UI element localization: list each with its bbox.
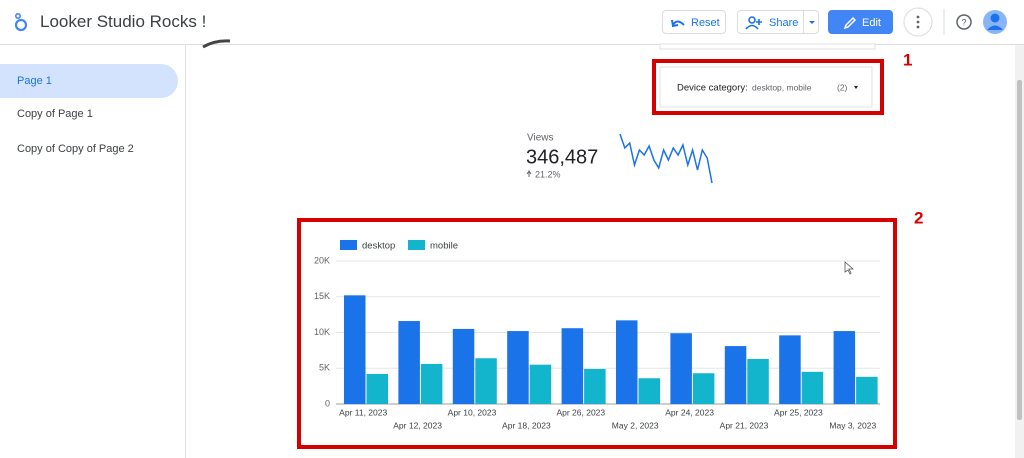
header-icons: ?	[903, 7, 1007, 37]
y-tick-label: 0	[325, 398, 330, 408]
bar	[638, 378, 660, 404]
bar	[724, 346, 747, 404]
x-tick-label: Apr 18, 2023	[502, 420, 551, 430]
x-tick-label: Apr 24, 2023	[665, 407, 714, 417]
annotation-number: 1	[903, 50, 912, 69]
sidebar: Page 1 Copy of Page 1 Copy of Copy of Pa…	[0, 45, 186, 458]
edit-label: Edit	[862, 17, 881, 29]
filter-count: (2)	[837, 82, 848, 92]
change-arrow	[526, 170, 532, 177]
legend-label: desktop	[362, 241, 395, 252]
report-title: Looker Studio Rocks !	[40, 12, 207, 31]
dropdown-edge	[659, 43, 876, 50]
highlight-box	[652, 59, 884, 115]
y-tick-label: 15K	[314, 291, 330, 301]
share-label: Share	[769, 17, 799, 29]
bar	[833, 331, 856, 404]
share-icon	[745, 16, 762, 30]
share-dropdown[interactable]	[803, 11, 820, 33]
y-tick-label: 10K	[314, 327, 330, 337]
cursor	[844, 261, 855, 275]
x-tick-label: Apr 25, 2023	[774, 407, 823, 417]
scorecard-value: 346,487	[526, 146, 598, 168]
caret	[809, 21, 815, 24]
logo	[14, 12, 28, 32]
x-tick-label: Apr 21, 2023	[720, 420, 769, 430]
bar	[420, 363, 443, 404]
scorecard-change: 21.2%	[535, 169, 561, 179]
reset-button[interactable]: Reset	[662, 10, 726, 34]
y-tick-label: 20K	[314, 255, 330, 265]
bar	[475, 358, 497, 404]
legend-swatch	[340, 240, 357, 250]
bar	[529, 364, 552, 404]
filter-caret	[854, 86, 858, 89]
x-tick-label: Apr 11, 2023	[339, 407, 387, 417]
bar	[452, 328, 475, 404]
bar	[366, 373, 388, 404]
annotation-number: 2	[914, 208, 923, 227]
bar	[584, 368, 606, 404]
sparkline	[619, 133, 713, 184]
svg-text:?: ?	[961, 17, 966, 27]
bar	[670, 333, 692, 404]
x-tick-label: May 2, 2023	[612, 420, 659, 430]
bar	[616, 320, 638, 404]
x-tick-label: Apr 12, 2023	[393, 420, 442, 430]
bar	[398, 321, 420, 404]
element-edge	[202, 39, 231, 49]
bar	[561, 328, 584, 404]
more-button[interactable]	[903, 7, 933, 37]
filter-selection: desktop, mobile	[752, 82, 812, 92]
bar	[507, 331, 529, 404]
edit-button[interactable]: Edit	[828, 10, 893, 34]
edit-icon	[843, 16, 857, 30]
bar	[801, 371, 824, 404]
x-tick-label: Apr 26, 2023	[556, 407, 605, 417]
help-button[interactable]	[956, 14, 972, 30]
page-link[interactable]: Page 1	[0, 64, 178, 98]
highlight-box	[297, 218, 897, 449]
page-link[interactable]: Copy of Page 1	[17, 108, 93, 120]
scorecard-label: Views	[527, 133, 554, 144]
bar	[779, 335, 801, 404]
filter-control[interactable]	[659, 66, 873, 108]
reset-icon	[671, 19, 685, 28]
reset-label: Reset	[691, 17, 720, 29]
bar	[747, 358, 769, 404]
scrollbar-thumb[interactable]	[1017, 80, 1022, 420]
x-tick-label: May 3, 2023	[829, 420, 876, 430]
page-link[interactable]: Copy of Copy of Page 2	[17, 143, 134, 155]
legend-label: mobile	[430, 241, 458, 252]
share-button[interactable]: Share	[737, 10, 819, 34]
bar	[692, 373, 715, 404]
y-tick-label: 5K	[319, 363, 330, 373]
x-tick-label: Apr 10, 2023	[448, 407, 497, 417]
legend-swatch	[408, 240, 425, 250]
header: Looker Studio Rocks ! Reset Share Edit ?	[0, 0, 1024, 45]
filter-label: Device category:	[677, 83, 748, 94]
bar	[856, 376, 878, 404]
bar	[344, 295, 366, 404]
